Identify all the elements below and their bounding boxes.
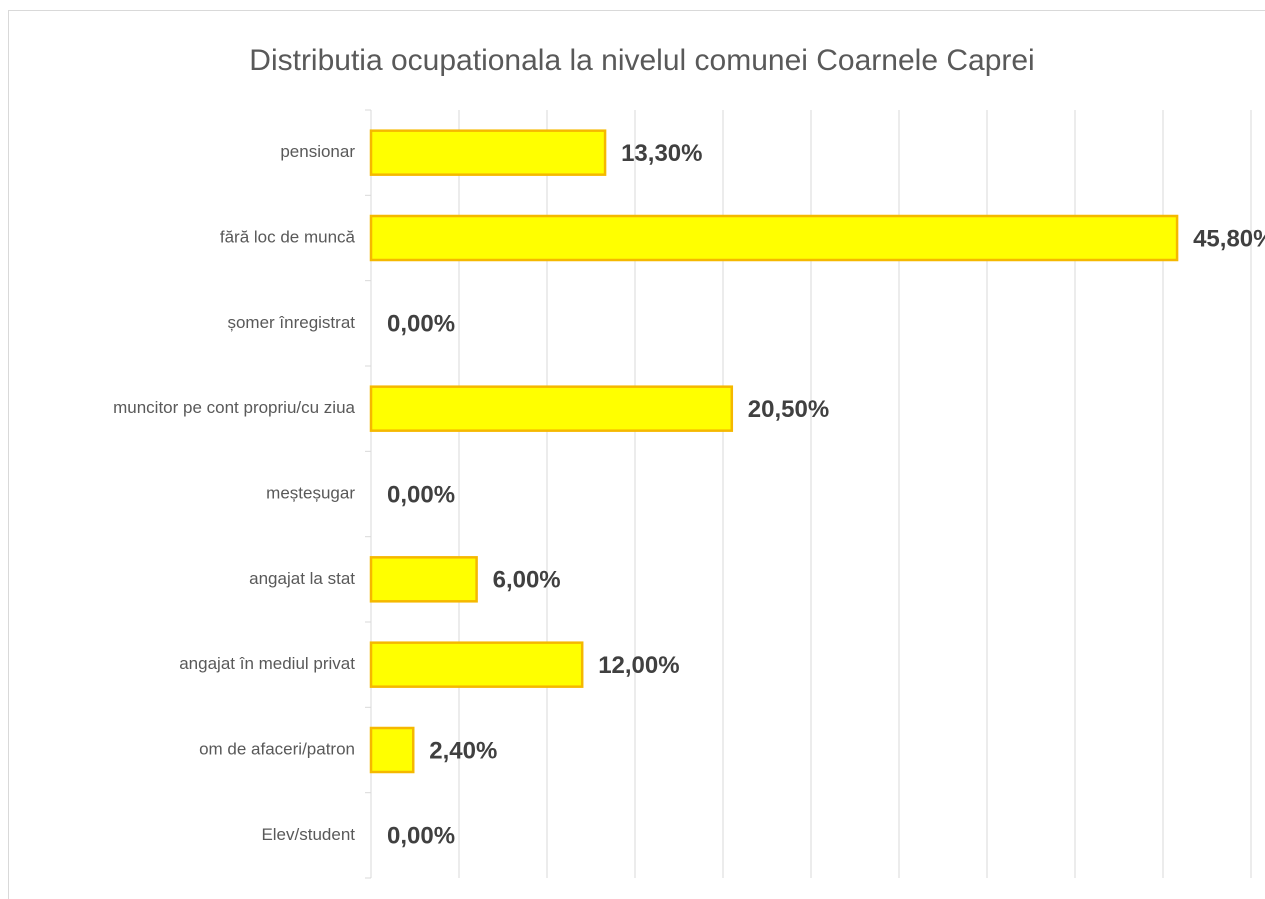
y-tick-label: meșteșugar bbox=[266, 483, 355, 502]
y-tick-label: Elev/student bbox=[261, 825, 355, 844]
y-tick-label: angajat în mediul privat bbox=[179, 654, 355, 673]
bar bbox=[369, 214, 1179, 262]
bar bbox=[369, 556, 478, 603]
data-label: 12,00% bbox=[598, 652, 679, 679]
y-tick-label: șomer înregistrat bbox=[227, 313, 355, 332]
data-label: 45,80% bbox=[1193, 225, 1265, 252]
chart-title: Distributia ocupationala la nivelul comu… bbox=[249, 44, 1034, 77]
data-label: 2,40% bbox=[429, 737, 497, 764]
y-tick-label: pensionar bbox=[280, 142, 355, 161]
bar bbox=[369, 726, 415, 774]
y-tick-label: fără loc de muncă bbox=[220, 227, 356, 246]
chart-border bbox=[8, 10, 1265, 899]
bar bbox=[369, 129, 607, 176]
data-label: 13,30% bbox=[621, 140, 702, 167]
data-label: 6,00% bbox=[493, 567, 561, 594]
data-label: 0,00% bbox=[387, 311, 455, 338]
data-label: 0,00% bbox=[387, 481, 455, 508]
data-label: 0,00% bbox=[387, 823, 455, 850]
bar bbox=[369, 641, 584, 688]
y-tick-label: angajat la stat bbox=[249, 569, 355, 588]
data-label: 20,50% bbox=[748, 396, 829, 423]
y-tick-label: muncitor pe cont propriu/cu ziua bbox=[113, 398, 355, 417]
bar bbox=[369, 385, 734, 432]
y-tick-label: om de afaceri/patron bbox=[199, 739, 355, 758]
